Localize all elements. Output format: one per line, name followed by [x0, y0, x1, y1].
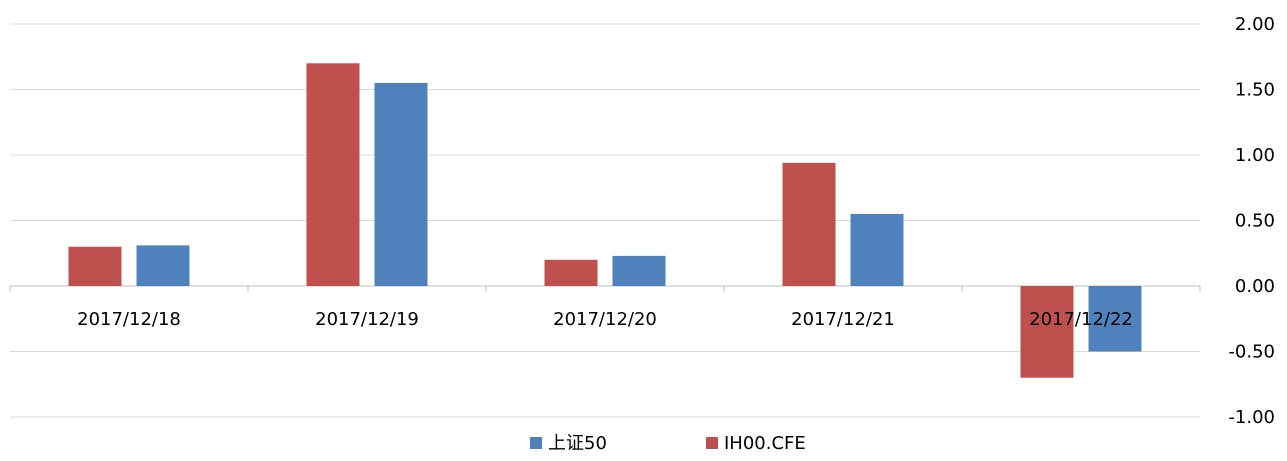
x-tick-label: 2017/12/19 [315, 309, 419, 330]
x-tick-label: 2017/12/21 [791, 309, 895, 330]
legend-label: 上证50 [548, 433, 607, 454]
y-tick-label: 0.50 [1235, 211, 1275, 232]
bar [1020, 286, 1074, 378]
bar [68, 246, 122, 286]
x-tick-label: 2017/12/20 [553, 309, 657, 330]
y-tick-label: 1.50 [1235, 80, 1275, 101]
bar [612, 255, 666, 286]
x-tick-label: 2017/12/22 [1029, 309, 1133, 330]
bar [544, 259, 598, 286]
bar [782, 162, 836, 286]
y-tick-label: 2.00 [1235, 14, 1275, 35]
x-tick-label: 2017/12/18 [77, 309, 181, 330]
legend-swatch [530, 437, 542, 449]
y-tick-label: -0.50 [1228, 342, 1275, 363]
y-tick-label: 1.00 [1235, 145, 1275, 166]
bar [374, 82, 428, 286]
legend-swatch [706, 437, 718, 449]
y-tick-label: -1.00 [1228, 407, 1275, 428]
legend-label: IH00.CFE [724, 433, 806, 454]
y-tick-label: 0.00 [1235, 276, 1275, 297]
bar [1088, 286, 1142, 352]
bar [306, 63, 360, 286]
bar [136, 245, 190, 286]
bar [850, 213, 904, 286]
